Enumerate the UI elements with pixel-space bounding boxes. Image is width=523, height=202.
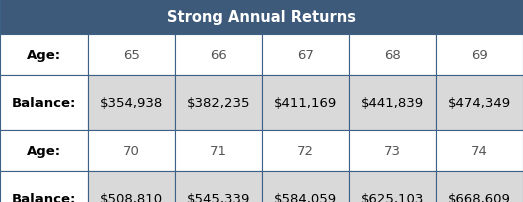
Text: 69: 69 <box>471 49 488 62</box>
Text: 68: 68 <box>384 49 401 62</box>
Bar <box>436 130 523 171</box>
Text: 65: 65 <box>123 49 140 62</box>
Bar <box>0 76 88 130</box>
Bar <box>262 130 349 171</box>
Bar <box>349 76 436 130</box>
Bar <box>0 130 88 171</box>
Bar <box>0 0 523 35</box>
Bar <box>0 35 88 76</box>
Bar <box>88 130 175 171</box>
Bar <box>262 35 349 76</box>
Text: Balance:: Balance: <box>12 192 76 202</box>
Text: 67: 67 <box>297 49 314 62</box>
Text: 72: 72 <box>297 144 314 157</box>
Text: 74: 74 <box>471 144 488 157</box>
Bar <box>88 76 175 130</box>
Bar <box>88 35 175 76</box>
Text: $625,103: $625,103 <box>361 192 424 202</box>
Text: $508,810: $508,810 <box>100 192 163 202</box>
Text: 73: 73 <box>384 144 401 157</box>
Text: $545,339: $545,339 <box>187 192 250 202</box>
Text: $584,059: $584,059 <box>274 192 337 202</box>
Bar <box>436 76 523 130</box>
Bar <box>349 130 436 171</box>
Text: $354,938: $354,938 <box>100 97 163 109</box>
Text: Balance:: Balance: <box>12 97 76 109</box>
Text: $411,169: $411,169 <box>274 97 337 109</box>
Bar <box>175 171 262 202</box>
Bar <box>175 130 262 171</box>
Bar <box>262 76 349 130</box>
Text: Age:: Age: <box>27 49 61 62</box>
Bar <box>349 35 436 76</box>
Bar <box>175 76 262 130</box>
Bar <box>175 35 262 76</box>
Text: Strong Annual Returns: Strong Annual Returns <box>167 10 356 25</box>
Bar <box>436 171 523 202</box>
Text: 66: 66 <box>210 49 227 62</box>
Bar <box>262 171 349 202</box>
Text: Age:: Age: <box>27 144 61 157</box>
Text: $668,609: $668,609 <box>448 192 511 202</box>
Bar <box>436 35 523 76</box>
Bar <box>88 171 175 202</box>
Text: $441,839: $441,839 <box>361 97 424 109</box>
Text: 70: 70 <box>123 144 140 157</box>
Text: $474,349: $474,349 <box>448 97 511 109</box>
Bar <box>349 171 436 202</box>
Text: 71: 71 <box>210 144 227 157</box>
Text: $382,235: $382,235 <box>187 97 250 109</box>
Bar <box>0 171 88 202</box>
